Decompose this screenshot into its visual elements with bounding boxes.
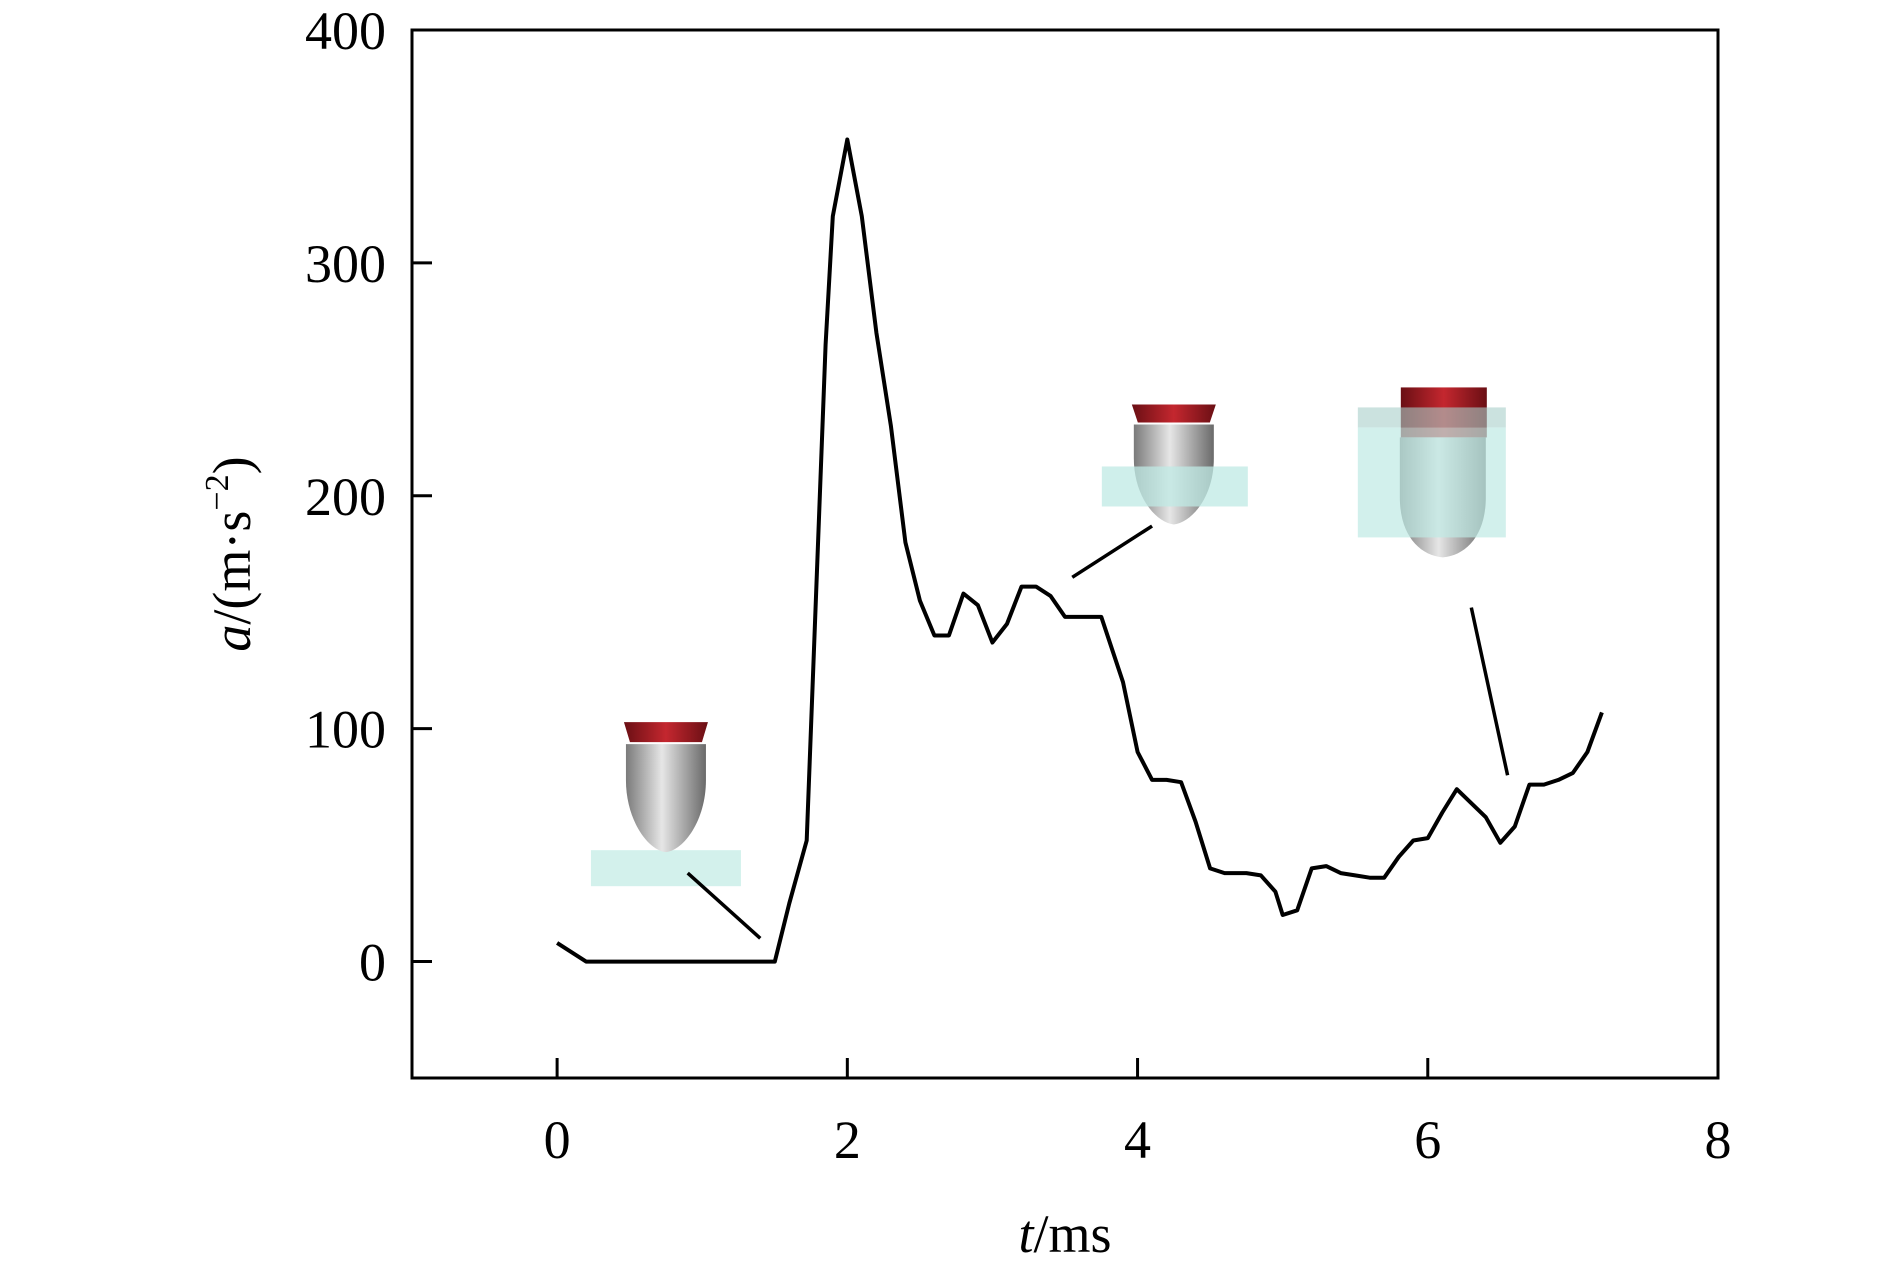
x-axis-ticks: 0 2 4 6 8 (544, 1058, 1732, 1170)
projectile-body (625, 744, 706, 853)
y-tick-label: 100 (305, 700, 386, 760)
y-tick-label: 200 (305, 467, 386, 527)
y-axis-title: a/(m·s−2) (199, 456, 262, 651)
x-tick-label: 6 (1414, 1110, 1441, 1170)
projectile-cap (1131, 404, 1216, 423)
inset-deep-penetration (1357, 387, 1510, 776)
inset-images (590, 387, 1510, 940)
projectile-cap (623, 722, 708, 743)
plot-frame (410, 28, 1720, 1080)
y-axis-ticks: 0 100 200 300 400 (305, 1, 432, 993)
x-tick-label: 4 (1124, 1110, 1151, 1170)
inset-initial-contact (590, 722, 762, 940)
inset-partial-penetration (1071, 404, 1248, 579)
inset-pointer-line (686, 871, 762, 940)
inset-pointer-line (1071, 524, 1154, 579)
y-tick-label: 0 (359, 933, 386, 993)
acceleration-series-line (556, 137, 1604, 964)
x-tick-label: 2 (834, 1110, 861, 1170)
water-block (590, 850, 741, 887)
x-tick-label: 0 (544, 1110, 571, 1170)
water-block (1357, 427, 1506, 538)
y-tick-label: 300 (305, 234, 386, 294)
inset-pointer-line (1469, 607, 1510, 776)
water-splash (1357, 407, 1506, 428)
x-axis-title: t/ms (1018, 1204, 1111, 1262)
water-block (1101, 466, 1248, 507)
y-tick-label: 400 (305, 1, 386, 61)
x-tick-label: 8 (1705, 1110, 1732, 1170)
